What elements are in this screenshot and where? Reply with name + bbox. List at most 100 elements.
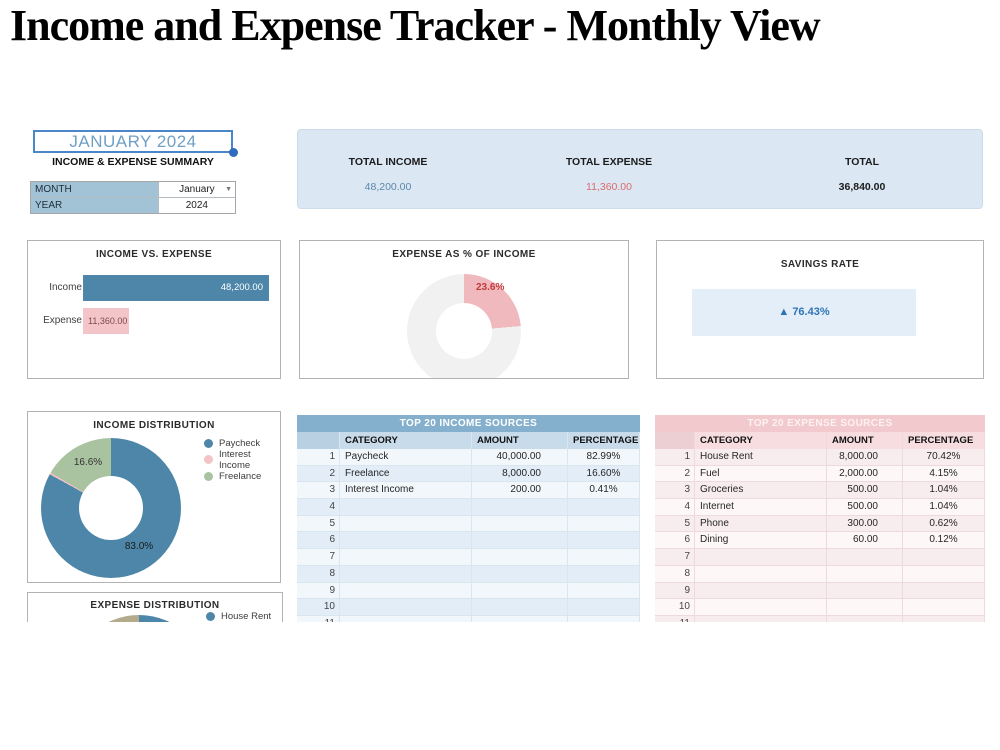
table-cell[interactable] [472,599,568,615]
amount-colhead[interactable]: AMOUNT [472,432,568,449]
table-cell[interactable] [340,549,472,565]
table-cell[interactable]: 6 [655,532,695,549]
table-cell[interactable]: 2,000.00 [827,465,903,482]
table-cell[interactable]: 8,000.00 [472,465,568,482]
table-cell[interactable]: 10 [297,599,340,615]
year-field[interactable]: 2024 [157,198,235,213]
table-cell[interactable]: 70.42% [903,449,985,465]
table-cell[interactable]: House Rent [695,449,827,465]
rownum-colhead[interactable] [655,432,695,449]
table-cell[interactable] [472,532,568,549]
table-cell[interactable]: 0.41% [568,482,640,499]
table-cell[interactable]: Internet [695,499,827,515]
table-cell[interactable]: 10 [655,599,695,615]
table-cell[interactable] [472,549,568,565]
table-cell[interactable] [827,549,903,565]
table-cell[interactable] [903,615,985,622]
table-cell[interactable] [472,565,568,582]
table-cell[interactable]: 7 [655,549,695,565]
table-cell[interactable] [827,582,903,599]
table-cell[interactable]: Freelance [340,465,472,482]
table-cell[interactable]: 300.00 [827,515,903,532]
table-cell[interactable] [568,515,640,532]
table-cell[interactable] [340,582,472,599]
table-cell[interactable]: Paycheck [340,449,472,465]
table-cell[interactable] [340,599,472,615]
table-cell[interactable]: 500.00 [827,482,903,499]
table-cell[interactable]: 11 [297,615,340,622]
table-cell[interactable] [568,615,640,622]
table-cell[interactable]: 2 [655,465,695,482]
table-cell[interactable] [903,599,985,615]
amount-colhead[interactable]: AMOUNT [827,432,903,449]
table-cell[interactable]: 1 [655,449,695,465]
month-select[interactable]: January ▼ [157,182,235,197]
table-cell[interactable]: 1.04% [903,482,985,499]
table-cell[interactable]: 2 [297,465,340,482]
table-cell[interactable] [472,499,568,515]
table-cell[interactable]: 1.04% [903,499,985,515]
category-colhead[interactable]: CATEGORY [340,432,472,449]
table-cell[interactable] [695,565,827,582]
table-cell[interactable] [472,515,568,532]
percentage-colhead[interactable]: PERCENTAGE [903,432,985,449]
table-cell[interactable] [340,615,472,622]
table-cell[interactable]: 9 [297,582,340,599]
table-cell[interactable] [568,532,640,549]
table-cell[interactable] [695,549,827,565]
table-cell[interactable]: 3 [655,482,695,499]
table-cell[interactable]: 4 [655,499,695,515]
table-cell[interactable] [827,615,903,622]
table-cell[interactable] [472,582,568,599]
table-cell[interactable]: 0.62% [903,515,985,532]
table-cell[interactable] [827,599,903,615]
table-cell[interactable] [568,549,640,565]
period-cell[interactable]: JANUARY 2024 [33,130,233,153]
table-cell[interactable] [903,582,985,599]
table-cell[interactable]: 9 [655,582,695,599]
table-cell[interactable]: 5 [297,515,340,532]
table-cell[interactable] [568,582,640,599]
table-cell[interactable]: 8 [655,565,695,582]
table-cell[interactable]: Interest Income [340,482,472,499]
table-cell[interactable] [340,499,472,515]
table-cell[interactable]: Groceries [695,482,827,499]
table-cell[interactable]: 60.00 [827,532,903,549]
percentage-colhead[interactable]: PERCENTAGE [568,432,640,449]
table-cell[interactable] [568,565,640,582]
table-cell[interactable] [340,515,472,532]
table-cell[interactable]: 1 [297,449,340,465]
table-cell[interactable] [827,565,903,582]
table-cell[interactable] [340,565,472,582]
table-cell[interactable] [472,615,568,622]
selection-handle-icon[interactable] [229,148,238,157]
table-cell[interactable]: Fuel [695,465,827,482]
table-cell[interactable]: Dining [695,532,827,549]
table-cell[interactable]: 8 [297,565,340,582]
table-cell[interactable] [568,499,640,515]
table-cell[interactable] [903,565,985,582]
table-cell[interactable] [903,549,985,565]
table-cell[interactable] [695,582,827,599]
table-cell[interactable]: 500.00 [827,499,903,515]
table-cell[interactable] [695,615,827,622]
dropdown-arrow-icon[interactable]: ▼ [225,186,232,193]
table-cell[interactable]: 200.00 [472,482,568,499]
table-cell[interactable]: 4 [297,499,340,515]
table-cell[interactable]: 3 [297,482,340,499]
table-cell[interactable]: 82.99% [568,449,640,465]
table-cell[interactable]: 4.15% [903,465,985,482]
table-cell[interactable]: 8,000.00 [827,449,903,465]
table-cell[interactable]: 0.12% [903,532,985,549]
table-cell[interactable]: 40,000.00 [472,449,568,465]
table-cell[interactable] [568,599,640,615]
table-cell[interactable]: 11 [655,615,695,622]
table-cell[interactable]: 16.60% [568,465,640,482]
table-cell[interactable]: 7 [297,549,340,565]
category-colhead[interactable]: CATEGORY [695,432,827,449]
table-cell[interactable]: Phone [695,515,827,532]
table-cell[interactable] [695,599,827,615]
table-cell[interactable] [340,532,472,549]
rownum-colhead[interactable] [297,432,340,449]
table-cell[interactable]: 6 [297,532,340,549]
